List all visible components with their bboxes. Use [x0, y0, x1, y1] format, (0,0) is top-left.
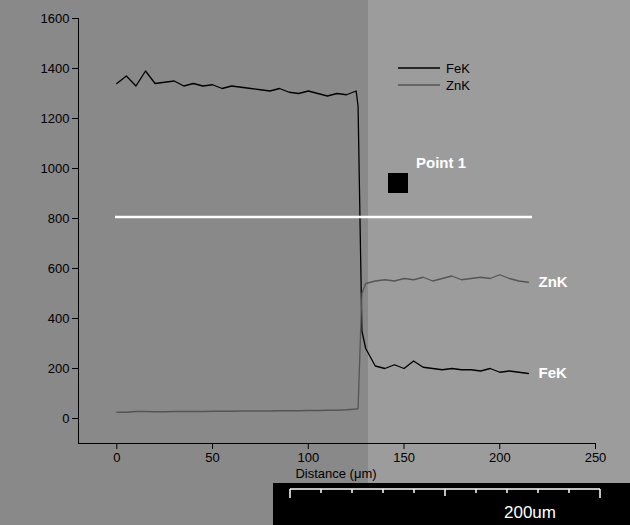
svg-text:0: 0 [62, 411, 69, 426]
svg-text:250: 250 [585, 450, 607, 465]
svg-text:50: 50 [205, 450, 219, 465]
svg-text:100: 100 [297, 450, 319, 465]
svg-text:Point 1: Point 1 [416, 154, 466, 171]
svg-text:400: 400 [48, 311, 70, 326]
svg-text:ZnK: ZnK [538, 273, 567, 290]
svg-text:1000: 1000 [41, 161, 70, 176]
svg-text:1600: 1600 [41, 11, 70, 26]
svg-text:600: 600 [48, 261, 70, 276]
svg-text:200um: 200um [504, 503, 556, 522]
svg-text:1200: 1200 [41, 111, 70, 126]
svg-text:Distance (μm): Distance (μm) [295, 466, 376, 481]
svg-text:1400: 1400 [41, 61, 70, 76]
svg-text:200: 200 [489, 450, 511, 465]
svg-text:800: 800 [48, 211, 70, 226]
svg-text:200: 200 [48, 361, 70, 376]
svg-text:0: 0 [113, 450, 120, 465]
svg-text:FeK: FeK [446, 61, 470, 76]
svg-text:FeK: FeK [538, 364, 567, 381]
svg-text:150: 150 [393, 450, 415, 465]
svg-text:ZnK: ZnK [446, 78, 470, 93]
